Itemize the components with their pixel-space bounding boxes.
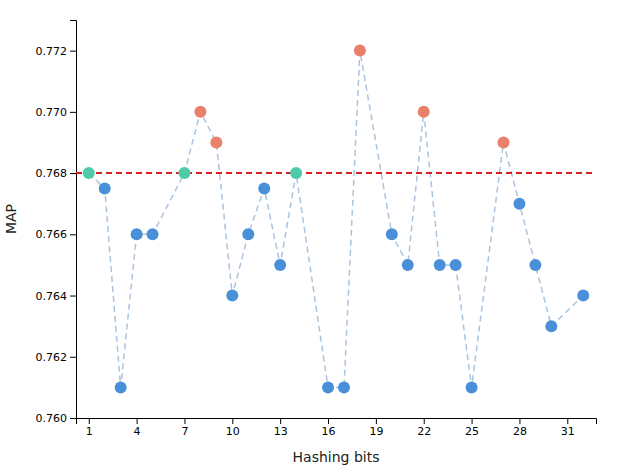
- tick-mark: [472, 418, 473, 424]
- tick-mark: [280, 418, 281, 424]
- tick: 1: [86, 418, 93, 438]
- tick-label: 0.772: [36, 45, 68, 58]
- x-axis: 1 4 7 10 13 16 19 22 25 28 31: [77, 418, 597, 438]
- tick-label: 13: [274, 425, 288, 438]
- tick: 0.772: [36, 45, 77, 58]
- tick-label: 0.768: [36, 167, 68, 180]
- tick-mark: [567, 418, 568, 424]
- tick-mark: [376, 418, 377, 424]
- point: [115, 381, 127, 393]
- tick-label: 0.766: [36, 228, 68, 241]
- tick-mark: [70, 112, 76, 113]
- axis-line: [77, 419, 597, 425]
- tick-label: 10: [226, 425, 240, 438]
- x-axis-title: Hashing bits: [293, 449, 380, 465]
- tick: 4: [134, 418, 141, 438]
- point: [497, 136, 509, 148]
- point: [322, 381, 334, 393]
- point: [338, 381, 350, 393]
- point: [290, 167, 302, 179]
- point: [513, 198, 525, 210]
- tick: 19: [369, 418, 383, 438]
- tick-label: 0.762: [36, 351, 68, 364]
- point: [466, 381, 478, 393]
- tick-label: 0.770: [36, 106, 68, 119]
- point: [386, 228, 398, 240]
- tick: 25: [465, 418, 479, 438]
- point: [545, 320, 557, 332]
- point: [210, 136, 222, 148]
- y-axis-title: MAP: [3, 204, 19, 234]
- tick: 0.762: [36, 351, 77, 364]
- tick: 22: [417, 418, 431, 438]
- tick-mark: [70, 418, 76, 419]
- plot: 14710131619222528310.7600.7620.7640.7660…: [3, 21, 597, 466]
- point: [529, 259, 541, 271]
- tick: 31: [561, 418, 575, 438]
- tick: 0.764: [36, 290, 77, 303]
- tick: 7: [181, 418, 188, 438]
- tick: 0.770: [36, 106, 77, 119]
- tick-mark: [519, 418, 520, 424]
- tick-mark: [70, 357, 76, 358]
- point: [402, 259, 414, 271]
- point: [147, 228, 159, 240]
- point: [178, 167, 190, 179]
- tick-label: 16: [322, 425, 336, 438]
- tick: 13: [274, 418, 288, 438]
- tick-mark: [424, 418, 425, 424]
- y-axis: 0.760 0.762 0.764 0.766 0.768 0.770 0.772: [36, 21, 77, 426]
- point: [354, 45, 366, 57]
- tick: 10: [226, 418, 240, 438]
- tick: 28: [513, 418, 527, 438]
- point: [83, 167, 95, 179]
- point: [577, 290, 589, 302]
- tick-label: 25: [465, 425, 479, 438]
- tick-mark: [70, 296, 76, 297]
- point: [258, 182, 270, 194]
- tick-mark: [70, 173, 76, 174]
- tick-mark: [232, 418, 233, 424]
- point: [450, 259, 462, 271]
- marks: [76, 45, 596, 394]
- tick-label: 1: [86, 425, 93, 438]
- axis-line: [70, 21, 77, 419]
- point: [99, 182, 111, 194]
- tick: 0.760: [36, 412, 77, 425]
- tick-mark: [328, 418, 329, 424]
- tick-mark: [89, 418, 90, 424]
- point: [131, 228, 143, 240]
- point: [226, 290, 238, 302]
- baseline: [76, 172, 596, 174]
- point: [274, 259, 286, 271]
- tick-mark: [184, 418, 185, 424]
- point: [242, 228, 254, 240]
- tick: 0.766: [36, 228, 77, 241]
- tick-label: 4: [134, 425, 141, 438]
- chart: 14710131619222528310.7600.7620.7640.7660…: [0, 0, 620, 474]
- tick-mark: [70, 234, 76, 235]
- point: [434, 259, 446, 271]
- tick-label: 19: [369, 425, 383, 438]
- point: [194, 106, 206, 118]
- tick-mark: [70, 51, 76, 52]
- connecting-line: [89, 51, 583, 388]
- tick-label: 22: [417, 425, 431, 438]
- tick: 16: [322, 418, 336, 438]
- tick-label: 28: [513, 425, 527, 438]
- tick-label: 31: [561, 425, 575, 438]
- tick-label: 7: [181, 425, 188, 438]
- tick-mark: [137, 418, 138, 424]
- tick: 0.768: [36, 167, 77, 180]
- point: [418, 106, 430, 118]
- tick-label: 0.764: [36, 290, 68, 303]
- tick-label: 0.760: [36, 412, 68, 425]
